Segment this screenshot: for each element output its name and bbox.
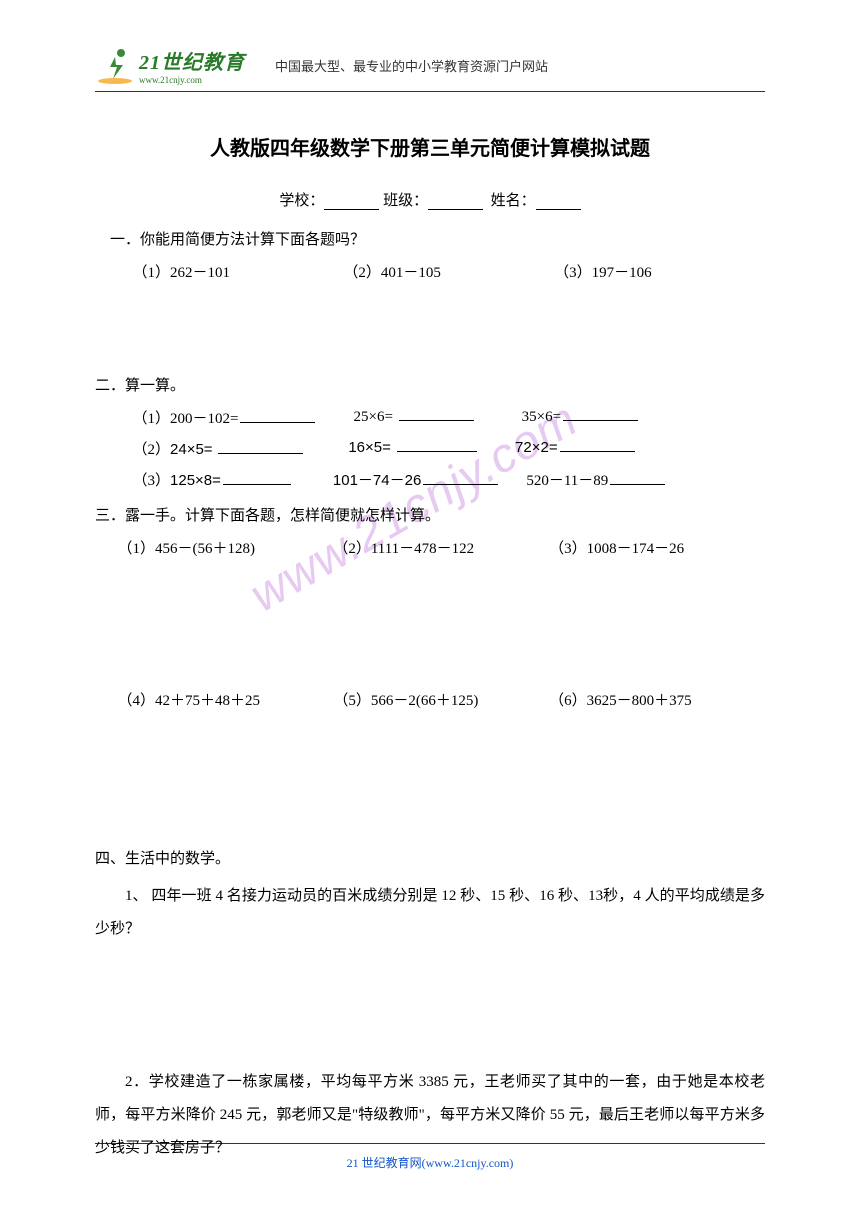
- school-label: 学校：: [279, 193, 324, 209]
- answer-blank: [423, 471, 498, 485]
- calc-item: 520－11－89: [526, 469, 665, 490]
- answer-blank: [223, 471, 291, 485]
- logo-runner-icon: [95, 45, 135, 85]
- logo: 21世纪教育 www.21cnjy.com: [95, 45, 245, 85]
- problem-item: （4）42＋75＋48＋25: [118, 689, 334, 710]
- section1-heading: 一．你能用简便方法计算下面各题吗？: [95, 228, 765, 249]
- student-info-line: 学校： 班级： 姓名：: [95, 189, 765, 210]
- problem-item: （2）401－105: [343, 261, 554, 282]
- section3-row2: （4）42＋75＋48＋25 （5）566－2(66＋125) （6）3625－…: [95, 689, 765, 710]
- word-problem-2: 2．学校建造了一栋家属楼，平均每平方米 3385 元，王老师买了其中的一套，由于…: [95, 1066, 765, 1165]
- name-label: 姓名：: [491, 193, 536, 209]
- calc-item: 35×6=: [522, 407, 638, 428]
- answer-blank: [218, 440, 303, 454]
- class-blank: [428, 194, 483, 210]
- calc-item: 25×6=: [353, 407, 473, 428]
- answer-blank: [610, 471, 665, 485]
- school-blank: [324, 194, 379, 210]
- section2-row3: （3）125×8= 101－74－26 520－11－89: [95, 469, 765, 490]
- calc-item: 72×2=: [515, 438, 635, 459]
- problem-item: （6）3625－800＋375: [549, 689, 765, 710]
- problem-item: （1）262－101: [133, 261, 344, 282]
- name-blank: [536, 194, 581, 210]
- calc-item: 101－74－26: [333, 469, 498, 490]
- answer-blank: [397, 438, 477, 452]
- section2-row1: （1）200－102= 25×6= 35×6=: [95, 407, 765, 428]
- problem-item: （2）1111－478－122: [333, 537, 549, 558]
- problem-item: （5）566－2(66＋125): [333, 689, 549, 710]
- calc-item: 16×5=: [348, 438, 477, 459]
- calc-item: （3）125×8=: [133, 469, 291, 490]
- answer-blank: [560, 438, 635, 452]
- problem-item: （3）197－106: [554, 261, 765, 282]
- section4-heading: 四、生活中的数学。: [95, 847, 765, 868]
- section1-problems: （1）262－101 （2）401－105 （3）197－106: [95, 261, 765, 282]
- word-problem-1: 1、 四年一班 4 名接力运动员的百米成绩分别是 12 秒、15 秒、16 秒、…: [95, 880, 765, 946]
- page-title: 人教版四年级数学下册第三单元简便计算模拟试题: [95, 132, 765, 161]
- section2-heading: 二．算一算。: [95, 374, 765, 395]
- problem-item: （1）456－(56＋128): [118, 537, 334, 558]
- answer-blank: [240, 409, 315, 423]
- section3-row1: （1）456－(56＋128) （2）1111－478－122 （3）1008－…: [95, 537, 765, 558]
- logo-url: www.21cnjy.com: [139, 75, 245, 85]
- calc-item: （2）24×5=: [133, 438, 304, 459]
- calc-item: （1）200－102=: [133, 407, 316, 428]
- logo-main-text: 21世纪教育: [139, 46, 245, 75]
- section2-row2: （2）24×5= 16×5= 72×2=: [95, 438, 765, 459]
- class-label: 班级：: [383, 193, 428, 209]
- page-header: 21世纪教育 www.21cnjy.com 中国最大型、最专业的中小学教育资源门…: [95, 45, 765, 92]
- problem-item: （3）1008－174－26: [549, 537, 765, 558]
- answer-blank: [399, 407, 474, 421]
- section3-heading: 三．露一手。计算下面各题，怎样简便就怎样计算。: [95, 504, 765, 525]
- header-tagline: 中国最大型、最专业的中小学教育资源门户网站: [275, 56, 548, 75]
- answer-blank: [563, 407, 638, 421]
